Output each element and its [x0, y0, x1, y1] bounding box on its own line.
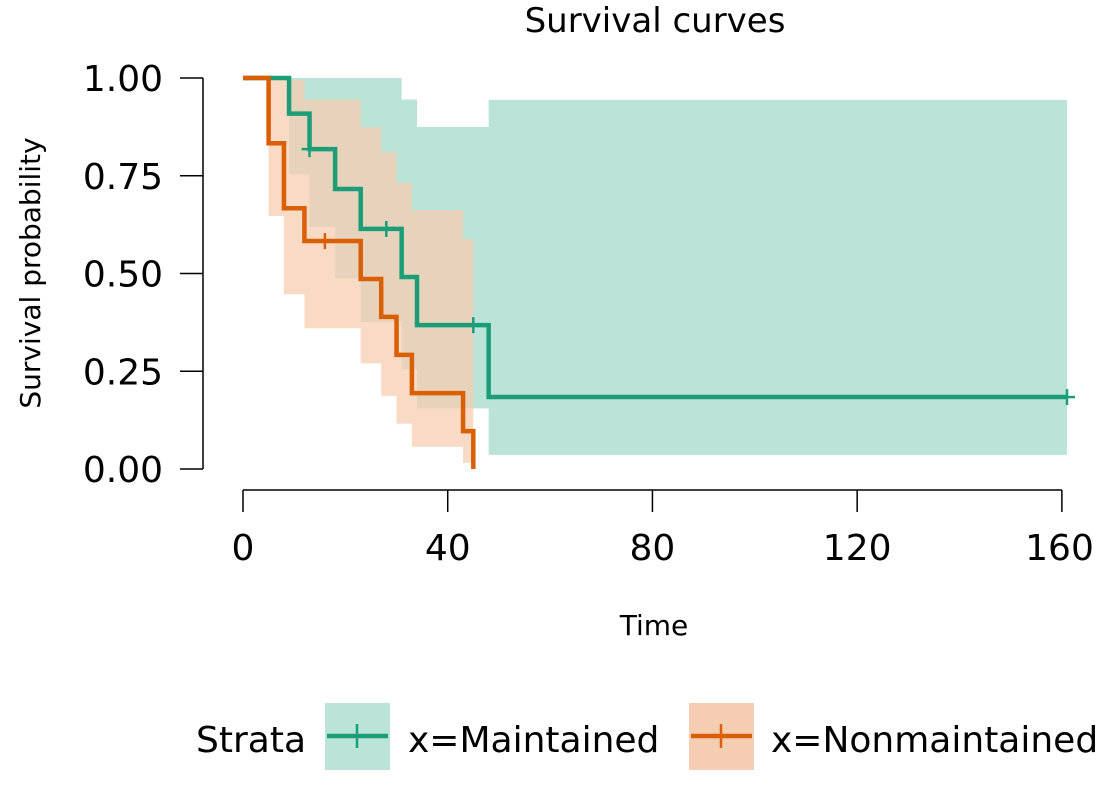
legend-label-x-nonmaintained: x=Nonmaintained: [771, 720, 1098, 761]
line-x-nonmaintained: [243, 75, 476, 469]
x-axis: 0 40 80 120 160: [232, 489, 1094, 569]
legend: Strata x=Maintained x=Nonmaintained: [196, 703, 1098, 770]
legend-label-x-maintained: x=Maintained: [408, 720, 659, 761]
censor-mark-x-maintained: [1059, 389, 1075, 406]
band-x-nonmaintained: [243, 78, 474, 463]
y-tick-label: 1.00: [83, 59, 163, 100]
censor-mark-x-maintained: [378, 220, 395, 237]
y-tick-label: 0.25: [83, 352, 163, 393]
line-x-maintained: [243, 75, 1067, 400]
x-tick-label: 40: [425, 528, 471, 569]
y-tick-label: 0.75: [83, 157, 163, 198]
chart-title: Survival curves: [525, 1, 786, 41]
censor-marks: [301, 141, 1075, 406]
y-tick-label: 0.00: [83, 450, 163, 491]
confidence-bands: [243, 78, 1067, 463]
x-tick-label: 120: [823, 528, 892, 569]
survival-lines: [243, 75, 1067, 469]
y-tick-label: 0.50: [83, 255, 163, 296]
x-axis-title: Time: [619, 609, 689, 642]
legend-item-x-nonmaintained: x=Nonmaintained: [689, 703, 1098, 770]
y-axis-title: Survival probability: [14, 137, 47, 408]
y-axis: 0.00 0.25 0.50 0.75 1.00: [83, 59, 204, 491]
legend-title: Strata: [196, 720, 306, 761]
censor-mark-x-maintained: [301, 141, 318, 158]
censor-mark-x-nonmaintained: [316, 233, 333, 250]
x-tick-label: 80: [630, 528, 676, 569]
censor-mark-x-maintained: [465, 317, 482, 334]
x-tick-label: 0: [232, 528, 255, 569]
x-tick-label: 160: [1025, 528, 1094, 569]
legend-item-x-maintained: x=Maintained: [325, 703, 659, 770]
